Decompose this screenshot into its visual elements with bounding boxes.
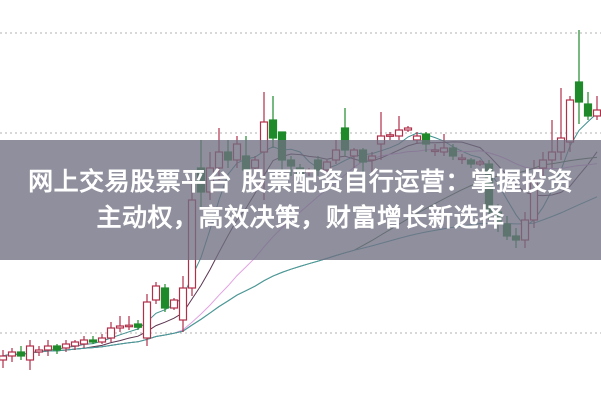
headline-banner: 网上交易股票平台 股票配资自行运营：掌握投资 主动权，高效决策，财富增长新选择 [0,140,601,260]
headline-line-2: 主动权，高效决策，财富增长新选择 [96,203,505,232]
candle-body-down [268,119,278,139]
candle-body-up [25,345,35,361]
candle-body-down [133,323,143,328]
candle-body-up [385,134,395,137]
candle-body-up [592,109,601,117]
candle-body-up [124,324,134,328]
candle-body-down [52,345,62,351]
candle-body-up [151,285,161,301]
candle-body-up [106,327,116,339]
candle-body-up [79,339,89,345]
candle-body-up [7,351,17,357]
headline-line-1: 网上交易股票平台 股票配资自行运营：掌握投资 [28,167,573,196]
candle-body-down [583,103,593,117]
candle-body-up [169,299,179,309]
candle-body-up [115,325,125,329]
candle-body-down [16,351,26,357]
candle-body-up [403,127,413,131]
candle-body-up [43,345,53,351]
candle-body-down [574,81,584,103]
candle-body-up [178,287,188,321]
candle-body-up [70,341,80,347]
candle-body-up [34,349,44,353]
candle-body-up [61,343,71,349]
candle-body-down [160,287,170,309]
candle-body-up [97,337,107,343]
candle-body-down [88,339,98,343]
candle-body-up [0,355,8,361]
candle-body-up [565,99,575,143]
candle-body-up [394,129,404,137]
candle-body-up [142,301,152,339]
